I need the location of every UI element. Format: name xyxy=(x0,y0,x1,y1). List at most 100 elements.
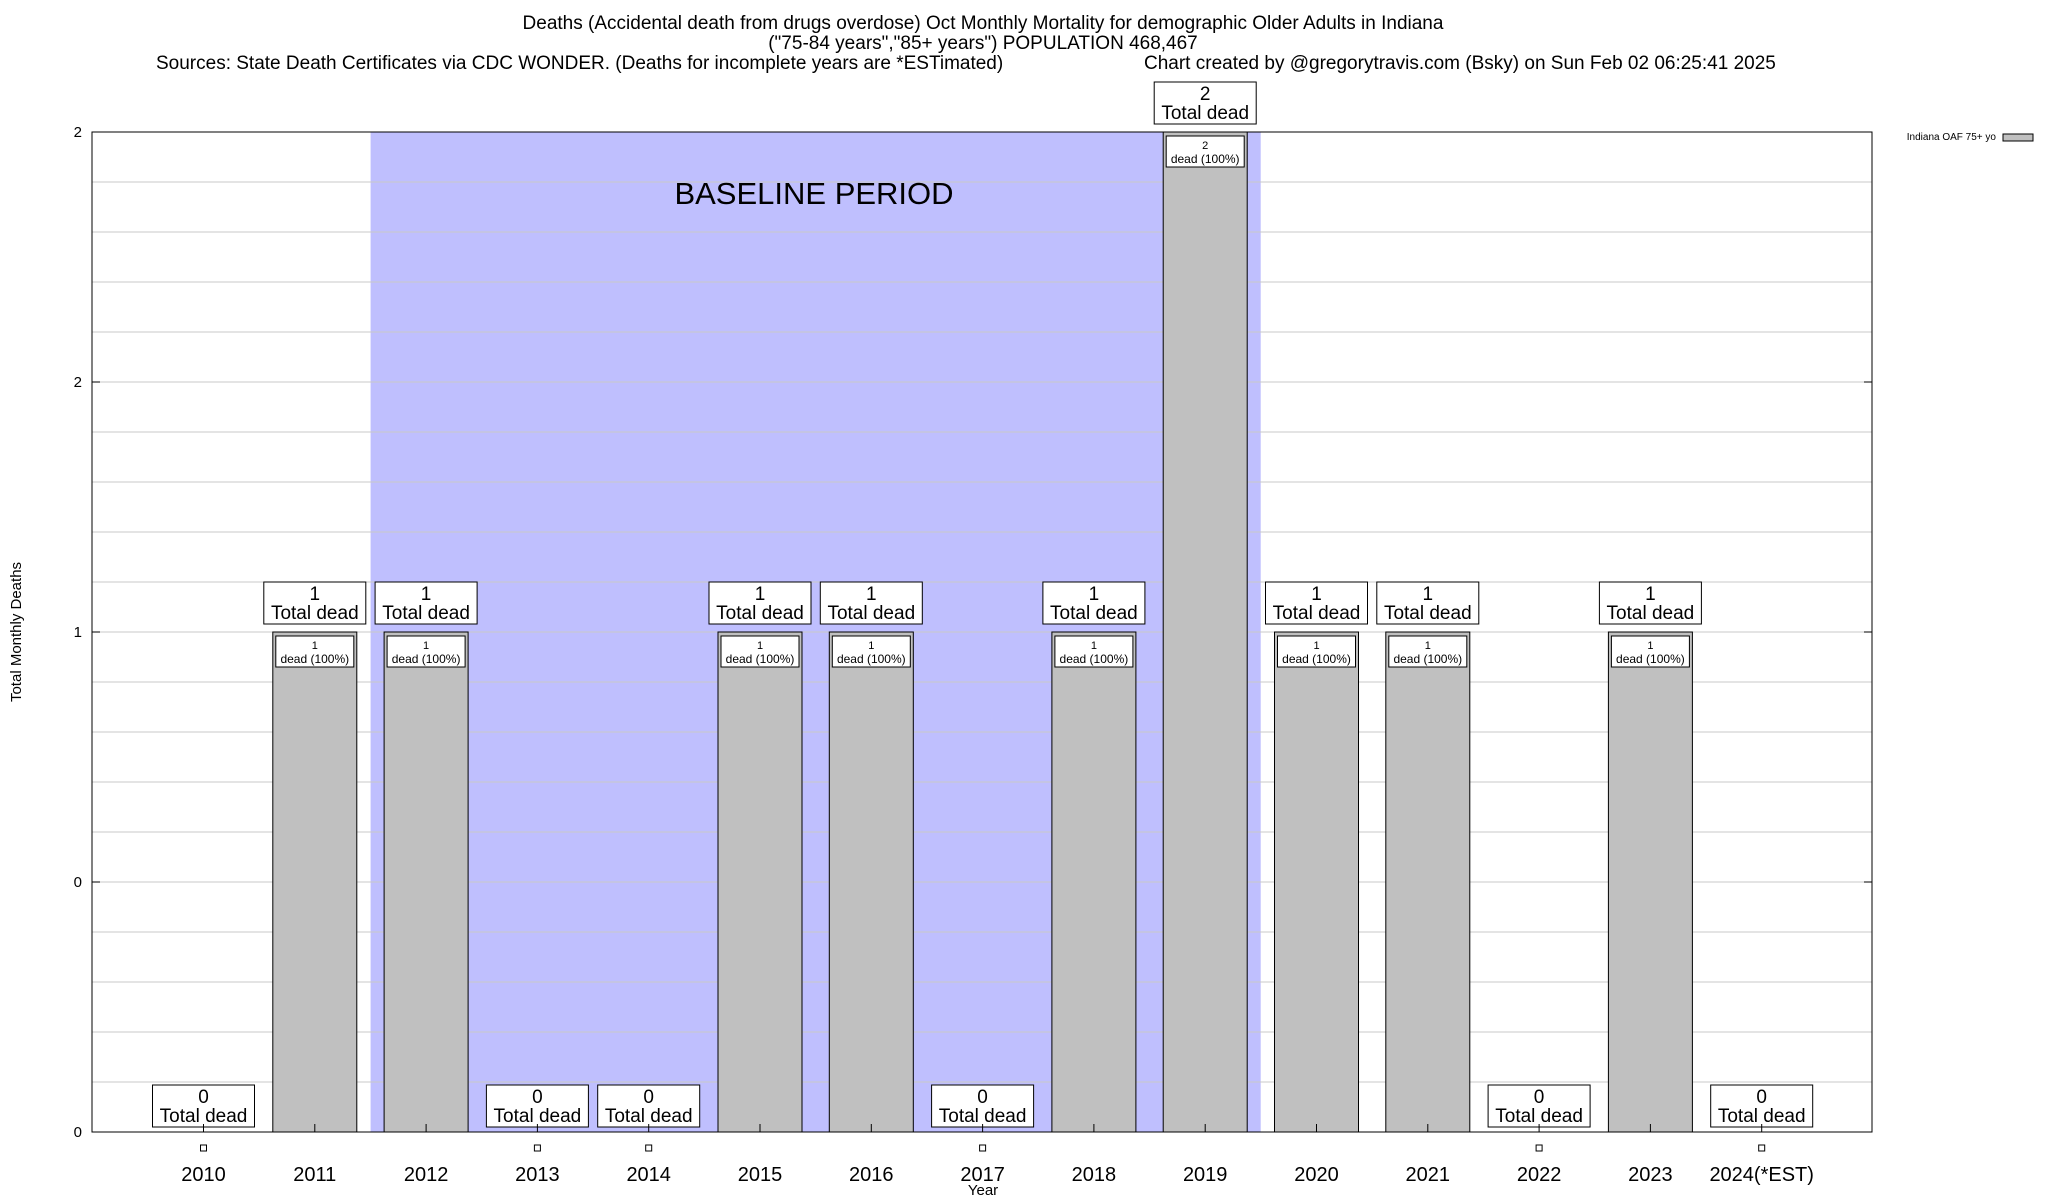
chart-credit: Chart created by @gregorytravis.com (Bsk… xyxy=(1144,53,1776,74)
bar-total-label-box xyxy=(1710,1084,1814,1128)
bar-inner-label-text: dead (100%) xyxy=(1171,152,1240,166)
x-tick-label: 2020 xyxy=(1294,1164,1339,1186)
bar xyxy=(1274,631,1359,1133)
bar-total-label-text: Total dead xyxy=(494,1106,582,1127)
bar xyxy=(1385,631,1471,1133)
bar-total-label-text: Total dead xyxy=(827,603,915,624)
bar-total-label-value: 0 xyxy=(977,1087,988,1108)
bar-total-label-text: Total dead xyxy=(1718,1106,1806,1127)
bar-inner-label-text: dead (100%) xyxy=(726,652,795,666)
legend-swatch xyxy=(2002,133,2034,142)
legend-label: Indiana OAF 75+ yo xyxy=(1907,132,1997,143)
bar-total-label-value: 0 xyxy=(1756,1087,1767,1108)
bar-total-label-box xyxy=(1265,581,1368,625)
x-tick-label: 2024(*EST) xyxy=(1709,1164,1814,1186)
bar-total-label-box xyxy=(485,1084,589,1128)
bar-inner-label-box xyxy=(1165,135,1245,168)
bar-total-label-text: Total dead xyxy=(1607,603,1695,624)
bar-inner-label-value: 1 xyxy=(1091,640,1097,652)
bar-total-label-value: 0 xyxy=(198,1087,209,1108)
bar-total-label-value: 1 xyxy=(1311,584,1322,605)
bar-inner-label-box xyxy=(831,635,911,668)
bar-inner-label-value: 1 xyxy=(423,640,429,652)
bar-total-label-value: 1 xyxy=(755,584,766,605)
bar-inner-label-text: dead (100%) xyxy=(392,652,461,666)
bar-total-label-text: Total dead xyxy=(716,603,804,624)
x-tick-label: 2015 xyxy=(738,1164,783,1186)
bar-total-label-text: Total dead xyxy=(271,603,359,624)
bar-total-label-value: 1 xyxy=(310,584,321,605)
bar-inner-label-value: 1 xyxy=(1313,640,1319,652)
bar-total-label-value: 1 xyxy=(1089,584,1100,605)
bar-total-label-value: 2 xyxy=(1200,84,1211,105)
bar-total-label-text: Total dead xyxy=(1161,103,1249,124)
bar-total-label-text: Total dead xyxy=(605,1106,693,1127)
bar-inner-label-box xyxy=(386,635,466,668)
bar-inner-label-box xyxy=(1054,635,1134,668)
bar-total-label-value: 0 xyxy=(643,1087,654,1108)
bar xyxy=(383,631,469,1133)
bar-total-label-text: Total dead xyxy=(939,1106,1027,1127)
x-tick-label: 2018 xyxy=(1072,1164,1117,1186)
bar-inner-label-value: 1 xyxy=(868,640,874,652)
bar-inner-label-text: dead (100%) xyxy=(280,652,349,666)
bar-total-label-box xyxy=(597,1084,701,1128)
bar-inner-label-text: dead (100%) xyxy=(837,652,906,666)
chart-title-line1: Deaths (Accidental death from drugs over… xyxy=(522,13,1444,34)
bar-inner-label-value: 1 xyxy=(757,640,763,652)
y-tick-label: 2 xyxy=(74,124,82,141)
bar xyxy=(828,631,914,1133)
bar-inner-label-value: 1 xyxy=(312,640,318,652)
zero-value-marker xyxy=(979,1144,987,1152)
bar-total-label-box xyxy=(819,581,923,625)
zero-value-marker xyxy=(645,1144,653,1152)
bar-inner-label-value: 1 xyxy=(1425,640,1431,652)
x-tick-label: 2013 xyxy=(515,1164,560,1186)
bar-total-label-box xyxy=(931,1084,1035,1128)
zero-value-marker xyxy=(533,1144,541,1152)
bar-inner-label-value: 1 xyxy=(1647,640,1653,652)
bar xyxy=(272,631,358,1133)
bar-total-label-value: 1 xyxy=(421,584,432,605)
x-tick-label: 2012 xyxy=(404,1164,449,1186)
zero-value-marker xyxy=(200,1144,207,1152)
bar-total-label-value: 0 xyxy=(532,1087,543,1108)
bar-total-label-box xyxy=(1042,581,1146,625)
x-tick-label: 2010 xyxy=(181,1164,226,1186)
y-axis-label: Total Monthly Deaths xyxy=(8,562,25,702)
y-tick-label: 1 xyxy=(74,624,82,641)
bar-total-label-value: 1 xyxy=(1645,584,1656,605)
bar-total-label-box xyxy=(374,581,478,625)
chart-sources: Sources: State Death Certificates via CD… xyxy=(156,53,1004,74)
bar xyxy=(1162,131,1248,1133)
bar-total-label-text: Total dead xyxy=(1495,1106,1583,1127)
chart-title-line2: ("75-84 years","85+ years") POPULATION 4… xyxy=(768,33,1198,54)
bar-inner-label-box xyxy=(1388,635,1468,668)
bar-total-label-text: Total dead xyxy=(1273,603,1361,624)
bar-total-label-text: Total dead xyxy=(160,1106,248,1127)
x-tick-label: 2017 xyxy=(960,1164,1005,1186)
bar-total-label-text: Total dead xyxy=(1050,603,1138,624)
bar-inner-label-box xyxy=(1610,635,1690,668)
bar-inner-label-text: dead (100%) xyxy=(1282,652,1351,666)
x-tick-label: 2016 xyxy=(849,1164,894,1186)
y-tick-label: 2 xyxy=(74,374,82,391)
bar-total-label-text: Total dead xyxy=(1384,603,1472,624)
bar-total-label-value: 0 xyxy=(1534,1087,1545,1108)
bar-inner-label-text: dead (100%) xyxy=(1393,652,1462,666)
zero-value-marker xyxy=(1535,1144,1543,1152)
x-tick-label: 2011 xyxy=(293,1164,336,1186)
bar-inner-label-box xyxy=(720,635,800,668)
bar-inner-label-text: dead (100%) xyxy=(1060,652,1129,666)
bar-total-label-box xyxy=(708,581,812,625)
bar xyxy=(1051,631,1137,1133)
x-axis-label: Year xyxy=(968,1182,998,1199)
bar-total-label-box xyxy=(263,581,367,625)
bar-total-label-text: Total dead xyxy=(382,603,470,624)
bar-total-label-box xyxy=(1598,581,1702,625)
x-tick-label: 2019 xyxy=(1183,1164,1228,1186)
zero-value-marker xyxy=(1758,1144,1766,1152)
x-tick-label: 2022 xyxy=(1517,1164,1562,1186)
bar-total-label-box xyxy=(1153,81,1257,125)
